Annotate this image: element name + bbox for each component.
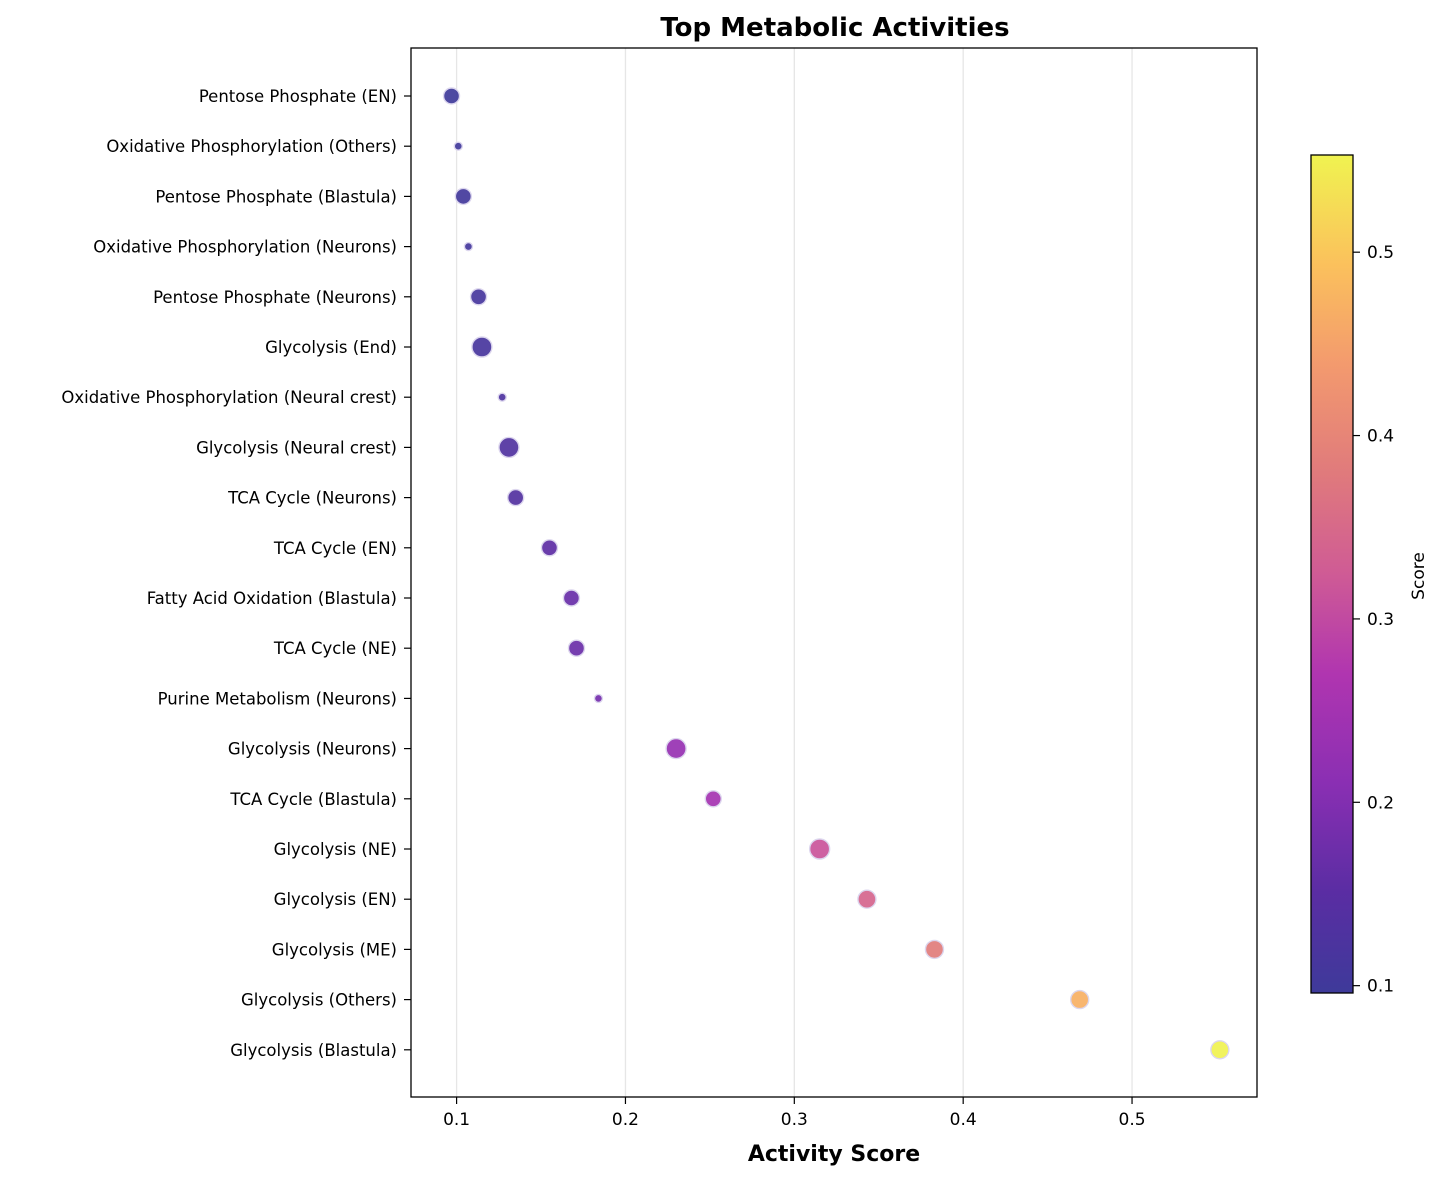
colorbar-tick-label: 0.1 <box>1367 977 1394 997</box>
data-points <box>442 87 1230 1060</box>
data-point <box>463 241 474 252</box>
grid-lines <box>455 48 1133 1097</box>
data-point <box>454 187 473 206</box>
x-axis: 0.1 0.2 0.3 0.4 0.5 <box>443 1097 1146 1130</box>
colorbar-tick-label: 0.5 <box>1367 243 1394 263</box>
chart-title: Top Metabolic Activities <box>660 13 1009 43</box>
y-tick-label: Glycolysis (End) <box>265 338 397 357</box>
data-point <box>471 336 493 358</box>
data-point <box>857 889 877 909</box>
y-tick-label: Glycolysis (Neural crest) <box>196 438 397 457</box>
colorbar: 0.1 0.2 0.3 0.4 0.5 Score <box>1310 154 1429 997</box>
data-point <box>593 693 604 704</box>
x-tick-label: 0.5 <box>1119 1110 1146 1130</box>
y-tick-label: Pentose Phosphate (Neurons) <box>153 288 397 307</box>
y-tick-label: Fatty Acid Oxidation (Blastula) <box>147 589 397 608</box>
colorbar-tick-label: 0.3 <box>1367 610 1394 630</box>
data-point <box>498 436 520 459</box>
x-tick-label: 0.4 <box>950 1110 977 1130</box>
y-tick-label: Glycolysis (Others) <box>241 991 397 1010</box>
y-tick-label: TCA Cycle (Blastula) <box>229 790 397 809</box>
y-tick-label: Oxidative Phosphorylation (Neural crest) <box>61 388 397 407</box>
y-tick-label: TCA Cycle (NE) <box>273 639 397 658</box>
x-tick-label: 0.2 <box>612 1110 639 1130</box>
data-point <box>453 141 463 151</box>
colorbar-tick-label: 0.2 <box>1367 793 1394 813</box>
y-tick-label: Glycolysis (ME) <box>272 940 397 959</box>
data-point <box>506 488 525 507</box>
data-point <box>665 737 687 760</box>
y-tick-label: Glycolysis (EN) <box>274 890 397 909</box>
y-tick-label: Oxidative Phosphorylation (Neurons) <box>93 238 397 257</box>
y-axis: Pentose Phosphate (EN) Oxidative Phosphor… <box>61 87 411 1060</box>
data-point <box>567 639 586 657</box>
data-point <box>808 838 831 860</box>
data-point <box>469 288 488 306</box>
x-tick-label: 0.3 <box>781 1110 808 1130</box>
y-tick-label: Pentose Phosphate (EN) <box>199 87 397 106</box>
colorbar-tick-label: 0.4 <box>1367 427 1394 447</box>
y-tick-label: TCA Cycle (EN) <box>273 539 397 558</box>
data-point <box>497 392 507 402</box>
y-tick-label: Oxidative Phosphorylation (Others) <box>106 137 397 156</box>
y-tick-label: TCA Cycle (Neurons) <box>227 489 397 508</box>
y-tick-label: Pentose Phosphate (Blastula) <box>155 187 397 206</box>
data-point <box>562 589 581 607</box>
plot-frame <box>410 47 1258 1098</box>
colorbar-label: Score <box>1409 552 1429 600</box>
y-tick-label: Glycolysis (Neurons) <box>228 740 397 759</box>
y-tick-label: Glycolysis (NE) <box>274 840 397 859</box>
colorbar-gradient <box>1310 154 1354 994</box>
data-point <box>1210 1040 1230 1060</box>
colorbar-ticks: 0.1 0.2 0.3 0.4 0.5 <box>1353 243 1394 997</box>
data-point <box>442 87 461 105</box>
y-tick-label: Purine Metabolism (Neurons) <box>158 689 397 708</box>
data-point <box>704 790 722 808</box>
x-axis-label: Activity Score <box>748 1142 920 1167</box>
x-tick-label: 0.1 <box>443 1110 470 1130</box>
data-point <box>1069 989 1090 1010</box>
data-point <box>540 539 559 557</box>
y-tick-label: Glycolysis (Blastula) <box>230 1041 397 1060</box>
data-point <box>924 939 945 960</box>
